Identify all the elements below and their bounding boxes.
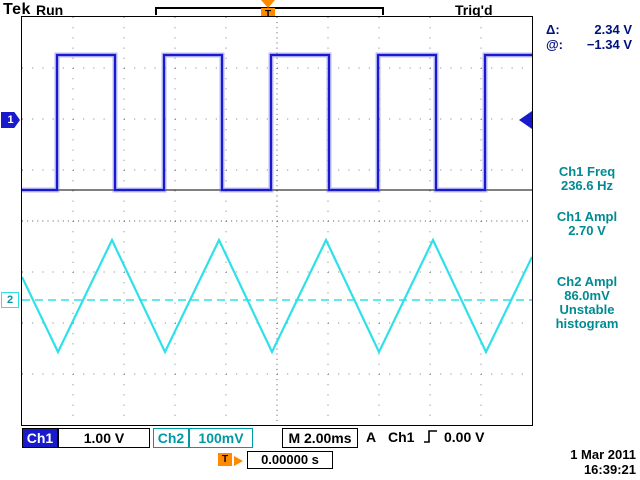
trigger-level-arrow-icon: [519, 111, 532, 129]
trigger-level-readout: 0.00 V: [444, 429, 485, 445]
acquisition-status: Run: [36, 2, 64, 18]
footer-trigger-marker: T: [218, 453, 232, 466]
ch2-label-badge: Ch2: [153, 428, 189, 448]
measurement-line: Ch1 Ampl: [556, 209, 618, 224]
measurement-ch1-freq: Ch1 Freq 236.6 Hz: [536, 165, 638, 193]
ch2-scale-readout: 100mV: [189, 428, 253, 448]
cursor-at-value: −1.34 V: [586, 37, 632, 52]
ch1-trace: [22, 53, 532, 192]
cursor-delta-value: 2.34 V: [594, 22, 632, 37]
measurement-line: Ch2 Ampl: [556, 274, 618, 289]
cursor-at-label: @:: [546, 37, 564, 52]
graticule-grid: [22, 17, 532, 425]
measurement-line: Ch1 Freq: [558, 164, 616, 179]
date-readout: 1 Mar 2011: [570, 447, 636, 462]
trigger-time-arrow-icon: [234, 456, 243, 466]
measurement-line: 86.0mV: [564, 288, 610, 303]
cursor-delta-row: Δ: 2.34 V: [538, 22, 636, 37]
time-readout: 16:39:21: [583, 462, 636, 477]
measurement-ch1-ampl: Ch1 Ampl 2.70 V: [536, 210, 638, 238]
measurement-line: Unstable: [559, 302, 615, 317]
ch2-ground-marker: 2: [1, 292, 19, 308]
trigger-status: Trig'd: [455, 2, 493, 18]
ch1-label-badge: Ch1: [22, 428, 58, 448]
ch2-trace: [22, 237, 532, 355]
cursor-readout: Δ: 2.34 V @: −1.34 V: [538, 22, 636, 52]
trigger-position-arrow-icon: [261, 0, 275, 8]
ch1-scale-readout: 1.00 V: [58, 428, 150, 448]
cursor-at-row: @: −1.34 V: [538, 37, 636, 52]
date-time: 1 Mar 2011 16:39:21: [536, 447, 640, 477]
trigger-time-readout: 0.00000 s: [247, 451, 333, 469]
measurement-line: 2.70 V: [568, 223, 606, 238]
waveform-display: [21, 16, 533, 426]
brand-logo: Tek: [3, 1, 31, 18]
timebase-readout: M 2.00ms: [282, 428, 358, 448]
cursor-delta-label: Δ:: [546, 22, 560, 37]
measurement-line: histogram: [555, 316, 619, 331]
trigger-source-readout: Ch1: [388, 429, 415, 445]
ch1-ground-marker: 1: [1, 112, 20, 128]
measurement-line: 236.6 Hz: [560, 178, 614, 193]
measurement-ch2-ampl: Ch2 Ampl 86.0mV Unstable histogram: [536, 275, 638, 331]
rising-edge-icon: [424, 430, 437, 443]
trigger-prefix: A: [366, 429, 377, 445]
